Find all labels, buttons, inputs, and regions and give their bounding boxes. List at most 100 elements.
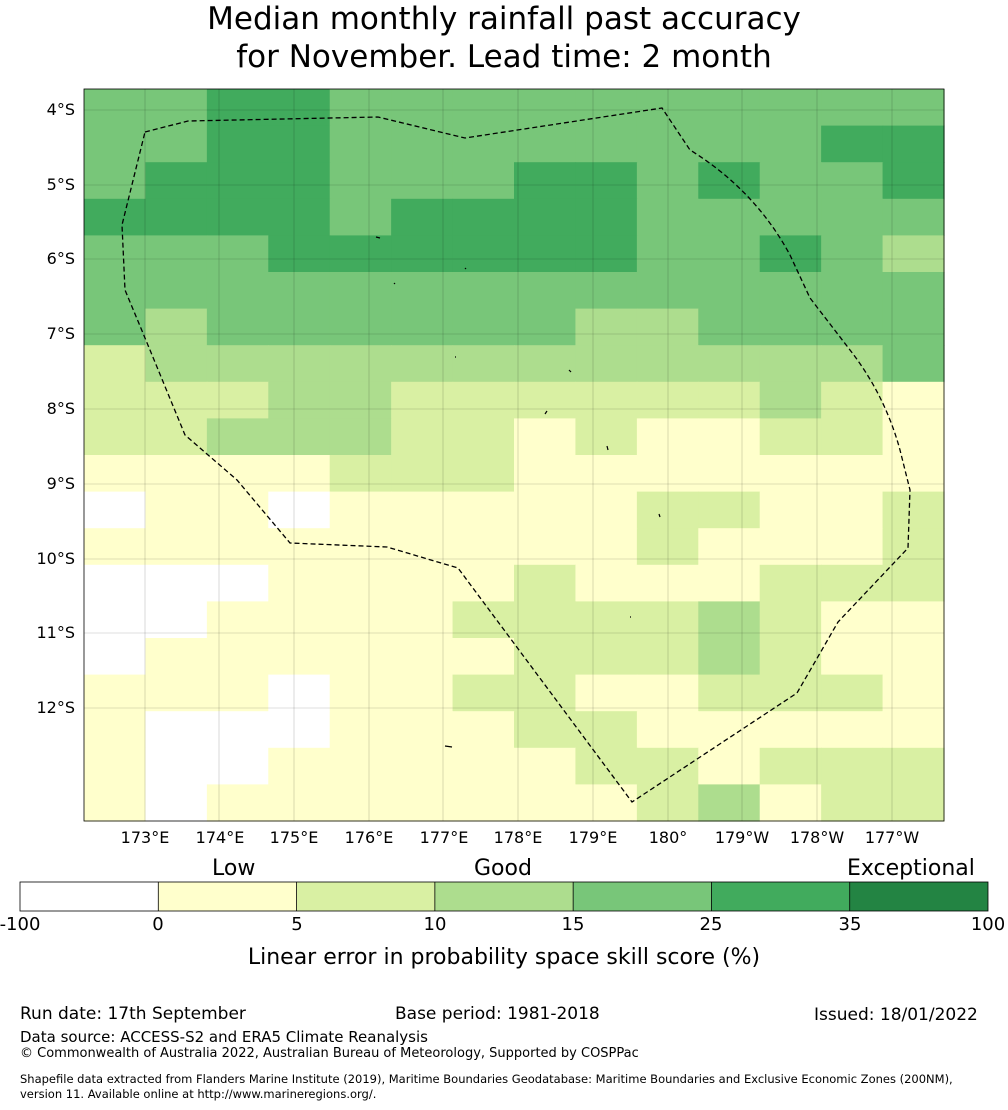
grid-cell	[882, 564, 945, 602]
legend-category-good: Good	[474, 856, 532, 881]
grid-cell	[145, 601, 208, 639]
grid-cell	[636, 638, 699, 676]
grid-cell	[698, 747, 761, 785]
grid-cell	[206, 235, 269, 273]
grid-cell	[698, 674, 761, 712]
lon-label-176e: 176°E	[344, 828, 394, 847]
grid-cell	[452, 162, 515, 200]
grid-cell	[268, 711, 331, 749]
grid-cell	[882, 89, 945, 127]
lat-label-9s: 9°S	[46, 474, 75, 493]
legend-category-low: Low	[212, 856, 256, 881]
grid-cell	[882, 308, 945, 346]
grid-cell	[575, 747, 638, 785]
grid-cell	[698, 308, 761, 346]
title-line-2: for November. Lead time: 2 month	[236, 39, 772, 75]
colorbar-segment	[573, 882, 712, 911]
grid-cell	[514, 235, 577, 273]
colorbar-tick: 15	[561, 914, 585, 935]
grid-cell	[575, 674, 638, 712]
grid-cell	[698, 711, 761, 749]
grid-cell	[391, 674, 454, 712]
colorbar-tick: 100	[970, 914, 1006, 935]
grid-cell	[84, 674, 147, 712]
lat-label-8s: 8°S	[46, 399, 75, 418]
grid-cell	[575, 784, 638, 822]
chart-title: Median monthly rainfall past accuracy fo…	[0, 0, 1008, 76]
grid-cell	[636, 198, 699, 236]
grid-cell	[268, 747, 331, 785]
grid-cell	[821, 235, 884, 273]
island-outline	[464, 267, 467, 270]
grid-cell	[759, 564, 822, 602]
grid-cell	[452, 235, 515, 273]
grid-cell	[759, 711, 822, 749]
grid-cell	[514, 198, 577, 236]
lat-label-11s: 11°S	[36, 623, 75, 642]
grid-cell	[821, 345, 884, 383]
grid-cell	[145, 308, 208, 346]
lon-label-174e: 174°E	[195, 828, 245, 847]
grid-cell	[452, 528, 515, 566]
grid-cell	[575, 125, 638, 163]
grid-cell	[206, 784, 269, 822]
grid-cell	[84, 784, 147, 822]
grid-cell	[452, 418, 515, 456]
grid-cell	[206, 601, 269, 639]
grid-cell	[636, 674, 699, 712]
grid-cell	[84, 638, 147, 676]
grid-cell	[759, 747, 822, 785]
grid-cell	[84, 272, 147, 310]
grid-cell	[145, 747, 208, 785]
grid-cell	[145, 89, 208, 127]
grid-cell	[759, 345, 822, 383]
grid-cell	[882, 418, 945, 456]
grid-cell	[882, 381, 945, 419]
grid-cell	[698, 198, 761, 236]
island-outline	[444, 745, 453, 748]
grid-cell	[391, 601, 454, 639]
lat-label-12s: 12°S	[36, 698, 75, 717]
grid-cell	[759, 308, 822, 346]
grid-cell	[514, 455, 577, 493]
grid-cell	[268, 345, 331, 383]
colorbar-tick: 5	[291, 914, 303, 935]
grid-cell	[575, 89, 638, 127]
grid-cell	[575, 418, 638, 456]
grid-cell	[575, 235, 638, 273]
grid-cell	[759, 528, 822, 566]
grid-cell	[514, 638, 577, 676]
grid-cell	[391, 564, 454, 602]
grid-cell	[268, 308, 331, 346]
grid-cell	[391, 491, 454, 529]
grid-cell	[206, 345, 269, 383]
grid-cell	[759, 235, 822, 273]
grid-cell	[452, 381, 515, 419]
grid-cell	[268, 235, 331, 273]
grid-cell	[575, 528, 638, 566]
legend-category-exceptional: Exceptional	[847, 856, 975, 881]
grid-cell	[759, 162, 822, 200]
grid-cell	[698, 381, 761, 419]
grid-cell	[268, 89, 331, 127]
grid-cell	[145, 638, 208, 676]
grid-cell	[329, 564, 392, 602]
lon-label-179w: 179°W	[714, 828, 770, 847]
islands	[375, 236, 661, 748]
grid-cell	[452, 308, 515, 346]
grid-cell	[452, 564, 515, 602]
lon-label-177w: 177°W	[864, 828, 920, 847]
grid-cell	[268, 674, 331, 712]
grid-cell	[145, 564, 208, 602]
grid-cell	[514, 784, 577, 822]
grid-cell	[514, 418, 577, 456]
colorbar-tick: 25	[699, 914, 723, 935]
grid-cell	[329, 674, 392, 712]
lon-label-178e: 178°E	[493, 828, 543, 847]
grid-cell	[84, 381, 147, 419]
grid-cell	[329, 272, 392, 310]
grid-cell	[391, 638, 454, 676]
grid-cell	[391, 345, 454, 383]
grid-cell	[391, 125, 454, 163]
island-outline	[375, 236, 381, 239]
